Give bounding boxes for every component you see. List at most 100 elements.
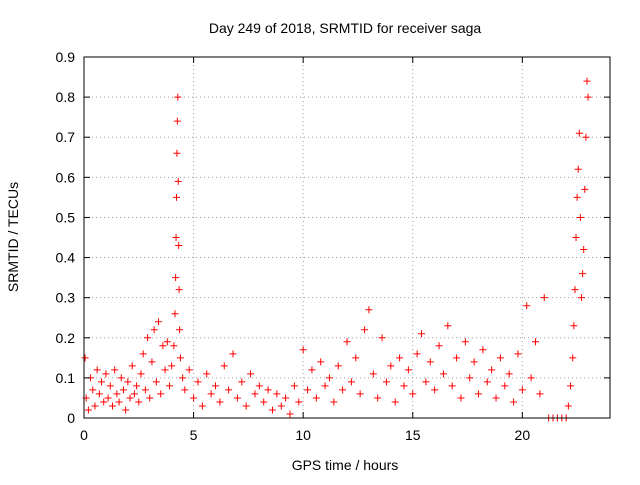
data-point bbox=[444, 322, 452, 330]
data-point bbox=[173, 149, 181, 157]
data-point bbox=[418, 330, 426, 338]
axis-ticks bbox=[83, 56, 610, 419]
data-point bbox=[115, 398, 123, 406]
data-point bbox=[365, 306, 373, 314]
data-point bbox=[479, 346, 487, 354]
data-point bbox=[133, 382, 141, 390]
data-point bbox=[172, 274, 180, 282]
data-point bbox=[150, 326, 158, 334]
data-point bbox=[181, 386, 189, 394]
data-point bbox=[81, 354, 89, 362]
data-point bbox=[387, 362, 395, 370]
data-point bbox=[165, 382, 173, 390]
data-point bbox=[185, 366, 193, 374]
data-point bbox=[422, 378, 430, 386]
data-point bbox=[573, 193, 581, 201]
data-point bbox=[212, 382, 219, 390]
data-point bbox=[106, 382, 114, 390]
data-point bbox=[330, 398, 338, 406]
x-tick-label: 0 bbox=[80, 427, 88, 443]
data-point bbox=[130, 390, 138, 398]
data-point bbox=[172, 234, 180, 241]
y-tick-label: 0.4 bbox=[56, 250, 76, 266]
data-point bbox=[251, 390, 259, 398]
data-point bbox=[268, 406, 276, 414]
data-point bbox=[453, 354, 461, 362]
data-point bbox=[84, 406, 92, 414]
data-point bbox=[352, 354, 360, 362]
data-point bbox=[339, 386, 347, 394]
data-point bbox=[290, 382, 298, 390]
data-point bbox=[391, 398, 399, 406]
data-point bbox=[505, 370, 513, 378]
data-point bbox=[435, 342, 443, 350]
data-point bbox=[286, 410, 294, 418]
data-point bbox=[179, 374, 187, 382]
data-point bbox=[382, 378, 390, 386]
data-point bbox=[312, 394, 320, 402]
data-point bbox=[317, 358, 325, 366]
data-point bbox=[148, 358, 156, 366]
x-tick-label: 20 bbox=[515, 427, 531, 443]
data-point bbox=[247, 370, 255, 378]
data-point bbox=[104, 394, 112, 402]
y-axis-label: SRMTID / TECUs bbox=[5, 182, 21, 292]
data-point bbox=[527, 374, 535, 382]
data-point bbox=[282, 394, 290, 402]
data-point bbox=[100, 398, 108, 406]
data-point bbox=[89, 386, 97, 394]
data-point bbox=[540, 294, 548, 302]
data-point bbox=[523, 302, 531, 310]
data-point bbox=[173, 117, 181, 125]
data-point bbox=[374, 394, 382, 402]
data-point bbox=[242, 402, 250, 410]
data-point bbox=[225, 386, 233, 394]
data-point bbox=[466, 374, 474, 382]
x-tick-label: 10 bbox=[295, 427, 311, 443]
data-point bbox=[174, 177, 182, 185]
data-point bbox=[299, 346, 307, 354]
data-point bbox=[334, 362, 342, 370]
data-point bbox=[176, 326, 184, 334]
data-point bbox=[220, 362, 228, 370]
data-point bbox=[321, 382, 329, 390]
data-point bbox=[277, 402, 285, 410]
data-point bbox=[475, 390, 482, 398]
data-point bbox=[501, 382, 509, 390]
data-point bbox=[569, 354, 577, 362]
data-point bbox=[119, 386, 127, 394]
data-point bbox=[124, 378, 132, 386]
data-point bbox=[168, 362, 176, 370]
data-point bbox=[146, 394, 154, 402]
data-point bbox=[175, 242, 183, 250]
data-point bbox=[361, 326, 369, 334]
data-point bbox=[579, 270, 587, 278]
data-point bbox=[567, 382, 575, 390]
data-point bbox=[122, 406, 130, 414]
data-point bbox=[190, 394, 198, 402]
data-point bbox=[111, 366, 119, 374]
data-point bbox=[171, 310, 179, 318]
data-point bbox=[448, 382, 456, 390]
data-point bbox=[496, 354, 504, 362]
data-point bbox=[233, 394, 241, 402]
data-point bbox=[578, 294, 586, 302]
data-point bbox=[356, 390, 364, 398]
data-points bbox=[81, 77, 592, 422]
data-point bbox=[581, 185, 589, 193]
data-point bbox=[343, 338, 351, 346]
x-axis-label: GPS time / hours bbox=[292, 457, 399, 473]
x-tick-label: 15 bbox=[405, 427, 421, 443]
data-point bbox=[255, 382, 263, 390]
data-point bbox=[203, 370, 211, 378]
data-point bbox=[126, 394, 134, 402]
data-point bbox=[128, 362, 136, 370]
data-point bbox=[108, 402, 116, 410]
data-point bbox=[510, 398, 518, 406]
data-point bbox=[518, 386, 526, 394]
data-point bbox=[413, 350, 421, 358]
data-point bbox=[571, 286, 579, 294]
data-point bbox=[229, 350, 237, 358]
data-point bbox=[194, 378, 202, 386]
